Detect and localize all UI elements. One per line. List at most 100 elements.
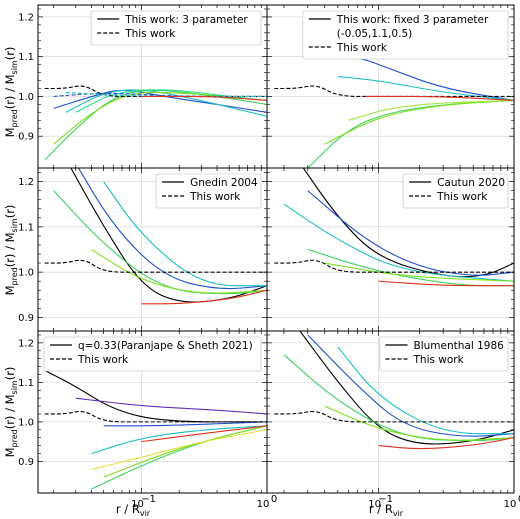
ylabel-mid: (r) / M	[3, 74, 17, 109]
series-line-5	[91, 425, 267, 490]
legend-box	[379, 336, 509, 372]
series-line-4	[324, 99, 514, 145]
panel-middle-right: Cautun 2020 This work	[266, 167, 515, 332]
legend-label: (-0.05,1.1,0.5)	[337, 28, 412, 40]
series-line-3	[337, 346, 514, 435]
series-line-2	[77, 168, 267, 290]
ylabel-end: (r)	[3, 47, 17, 61]
legend-box	[43, 336, 262, 372]
ylabel-main: M	[3, 285, 17, 295]
x-tick-label: 10	[504, 499, 517, 510]
x-axis-label-right: r / Rvir	[369, 502, 404, 518]
y-tick-label: 0.9	[18, 313, 34, 324]
series-line-6	[274, 85, 514, 97]
svg-text:Mpred(r) / Msim(r): Mpred(r) / Msim(r)	[3, 47, 19, 138]
svg-text:Mpred(r) / Msim(r): Mpred(r) / Msim(r)	[3, 205, 19, 296]
series-line-2	[75, 397, 267, 415]
x-tick-exponent: 0	[271, 494, 277, 505]
series-group	[274, 168, 514, 287]
legend: This work: fixed 3 parameter (-0.05,1.1,0…	[302, 10, 509, 60]
legend-label: This work	[436, 191, 488, 203]
legend: Blumenthal 1986 This work	[379, 336, 509, 372]
series-line-7	[91, 429, 267, 470]
x-tick-exponent: −1	[141, 494, 156, 505]
y-tick-label: 1.0	[18, 417, 34, 428]
ylabel-sub2: sim	[10, 60, 19, 74]
series-line-5	[91, 249, 267, 294]
y-tick-label: 1.1	[18, 378, 34, 389]
series-group	[44, 85, 267, 161]
series-line-1	[53, 89, 267, 113]
ylabel-end: (r)	[3, 367, 17, 381]
panel-middle-left: 0.9 1.0 1.1 1.2 Gnedin 2004 This work	[18, 167, 268, 332]
y-tick-label: 1.1	[18, 222, 34, 233]
y-tick-label: 0.9	[18, 457, 34, 468]
y-tick-label: 1.2	[18, 12, 34, 23]
legend-label: This work: 3 parameter	[124, 14, 248, 26]
series-line-9	[141, 95, 267, 101]
series-line-5	[324, 405, 514, 441]
y-tick-label: 1.1	[18, 52, 34, 63]
series-line-7	[44, 259, 267, 273]
series-group	[274, 331, 514, 450]
series-line-3	[44, 89, 267, 161]
legend-label: Blumenthal 1986	[414, 340, 505, 352]
xlabel-sub: vir	[393, 509, 404, 518]
x-tick-exponent: −1	[378, 494, 393, 505]
series-line-6	[378, 280, 514, 287]
series-line-4	[53, 190, 267, 295]
legend: This work: 3 parameter This work	[90, 10, 262, 46]
legend-label: This work	[336, 42, 388, 54]
x-tick-label: 10	[368, 499, 381, 510]
svg-text:r / Rvir: r / Rvir	[369, 502, 404, 518]
x-axis-label-left: r / Rvir	[116, 502, 151, 518]
panel-frame	[266, 330, 515, 494]
legend-label: This work	[124, 28, 176, 40]
series-line-2	[337, 76, 514, 101]
series-line-9	[44, 410, 267, 423]
legend-label: This work: fixed 3 parameter	[336, 14, 489, 26]
legend: Cautun 2020 This work	[402, 173, 509, 209]
ylabel-sub1: pred	[10, 267, 19, 285]
x-tick-label: 10	[257, 499, 270, 510]
series-line-3	[103, 421, 267, 427]
ylabel-sub1: pred	[10, 429, 19, 447]
series-line-2	[307, 334, 514, 437]
series-line-1	[44, 370, 267, 423]
series-line-3	[103, 181, 267, 287]
series-line-1	[302, 168, 514, 278]
series-line-5	[324, 262, 514, 282]
panel-top-right: This work: fixed 3 parameter (-0.05,1.1,0…	[266, 4, 515, 169]
series-line-8	[141, 425, 267, 443]
y-axis-label-top: Mpred(r) / Msim(r)	[3, 47, 19, 138]
ylabel-sub2: sim	[10, 218, 19, 232]
series-line-6	[44, 85, 267, 97]
y-tick-label: 0.9	[18, 132, 34, 143]
panel-bottom-left: 0.91.01.11.210−1 10 0q=0.33(Paranjape & Sh…	[18, 330, 277, 510]
legend: q=0.33(Paranjape & Sheth 2021) This work	[43, 336, 262, 372]
ylabel-main: M	[3, 127, 17, 137]
series-line-3	[283, 203, 514, 282]
legend-label: This work	[413, 354, 465, 366]
xlabel: r / R	[369, 502, 393, 516]
y-tick-label: 1.0	[18, 268, 34, 279]
y-axis-label-bottom: Mpred(r) / Msim(r)	[3, 367, 19, 458]
series-line-2	[307, 190, 514, 276]
legend-box	[90, 10, 262, 46]
xlabel: r / R	[116, 502, 140, 516]
ylabel-sub2: sim	[10, 380, 19, 394]
svg-text:Mpred(r) / Msim(r): Mpred(r) / Msim(r)	[3, 367, 19, 458]
legend-box	[302, 10, 509, 60]
y-axis-label-middle: Mpred(r) / Msim(r)	[3, 205, 19, 296]
series-group	[274, 56, 514, 168]
series-group	[44, 168, 267, 305]
ylabel-sub1: pred	[10, 109, 19, 127]
ylabel-end: (r)	[3, 205, 17, 219]
y-tick-label: 1.2	[18, 338, 34, 349]
series-line-7	[274, 410, 514, 423]
legend: Gnedin 2004 This work	[155, 173, 262, 209]
x-tick-exponent: 0	[518, 494, 520, 505]
